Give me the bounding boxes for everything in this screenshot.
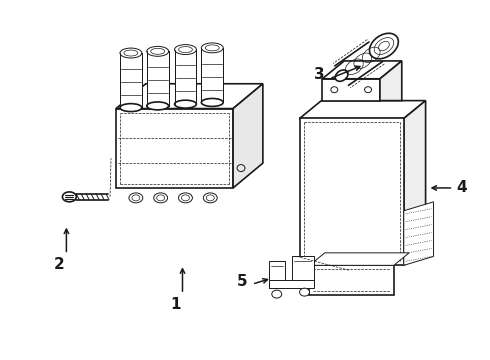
- Ellipse shape: [272, 290, 282, 298]
- Polygon shape: [292, 256, 315, 284]
- Polygon shape: [322, 79, 380, 100]
- Polygon shape: [310, 253, 409, 265]
- Ellipse shape: [147, 46, 169, 56]
- Polygon shape: [269, 261, 285, 288]
- Text: 4: 4: [456, 180, 466, 195]
- Ellipse shape: [369, 33, 398, 59]
- Polygon shape: [174, 50, 196, 104]
- Ellipse shape: [147, 102, 169, 110]
- Polygon shape: [322, 61, 402, 79]
- Ellipse shape: [62, 192, 76, 202]
- Ellipse shape: [178, 193, 193, 203]
- Polygon shape: [201, 48, 223, 103]
- Polygon shape: [147, 51, 169, 106]
- Polygon shape: [120, 53, 142, 108]
- Ellipse shape: [299, 288, 310, 296]
- Polygon shape: [404, 100, 426, 265]
- Ellipse shape: [201, 99, 223, 107]
- Text: 1: 1: [171, 297, 181, 311]
- Ellipse shape: [120, 48, 142, 58]
- Text: 2: 2: [54, 257, 65, 272]
- Polygon shape: [299, 100, 426, 118]
- Polygon shape: [380, 61, 402, 100]
- Polygon shape: [116, 84, 263, 109]
- Text: 5: 5: [237, 274, 247, 289]
- Ellipse shape: [174, 45, 196, 54]
- Polygon shape: [269, 280, 315, 288]
- Text: 3: 3: [314, 67, 325, 82]
- Polygon shape: [116, 109, 233, 188]
- Ellipse shape: [120, 104, 142, 112]
- Ellipse shape: [201, 43, 223, 53]
- Ellipse shape: [203, 193, 217, 203]
- Polygon shape: [233, 84, 263, 188]
- Ellipse shape: [174, 100, 196, 108]
- Polygon shape: [299, 118, 404, 265]
- Ellipse shape: [129, 193, 143, 203]
- Polygon shape: [310, 265, 394, 295]
- Polygon shape: [404, 202, 434, 265]
- Ellipse shape: [154, 193, 168, 203]
- Ellipse shape: [335, 70, 348, 81]
